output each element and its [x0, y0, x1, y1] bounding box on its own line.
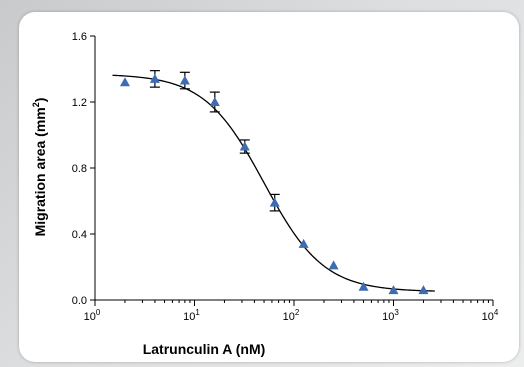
data-point	[239, 141, 250, 151]
y-axis-title-sup: 2	[31, 102, 41, 107]
y-tick-label: 1.6	[72, 31, 87, 43]
data-point	[328, 260, 339, 270]
data-point	[149, 73, 160, 83]
chart-card: 0.0 0.4 0.8 1.2 1.6 100 101 102 103 104 Latruncul…	[19, 12, 519, 362]
x-axis-title: Latrunculin A (nM)	[143, 341, 266, 357]
data-point	[418, 285, 429, 295]
y-tick-label: 1.2	[72, 97, 87, 109]
x-tick-label: 100	[84, 308, 101, 323]
fit-curve	[112, 74, 435, 292]
y-axis-title-close: )	[32, 98, 48, 103]
error-bars	[149, 70, 280, 212]
y-axis-title: Migration area (mm2)	[31, 98, 48, 237]
dose-response-chart: 0.0 0.4 0.8 1.2 1.6 100 101 102 103 104 Latruncul…	[31, 31, 499, 357]
axes: 0.0 0.4 0.8 1.2 1.6 100 101 102 103 104	[72, 31, 499, 323]
y-tick-label: 0.0	[72, 295, 87, 307]
x-tick-label: 104	[482, 308, 499, 323]
data-point	[298, 238, 309, 248]
data-point	[209, 97, 220, 106]
data-point	[358, 281, 369, 291]
x-tick-label: 103	[382, 308, 399, 323]
y-tick-label: 0.8	[72, 163, 87, 175]
data-points	[119, 73, 429, 295]
data-point	[388, 285, 399, 295]
data-point	[269, 197, 280, 207]
y-axis-title-main: Migration area (mm	[32, 107, 48, 236]
data-point	[119, 77, 130, 87]
data-point	[179, 75, 190, 85]
y-tick-label: 0.4	[72, 229, 87, 241]
x-tick-label: 101	[183, 308, 200, 323]
x-tick-label: 102	[283, 308, 300, 323]
